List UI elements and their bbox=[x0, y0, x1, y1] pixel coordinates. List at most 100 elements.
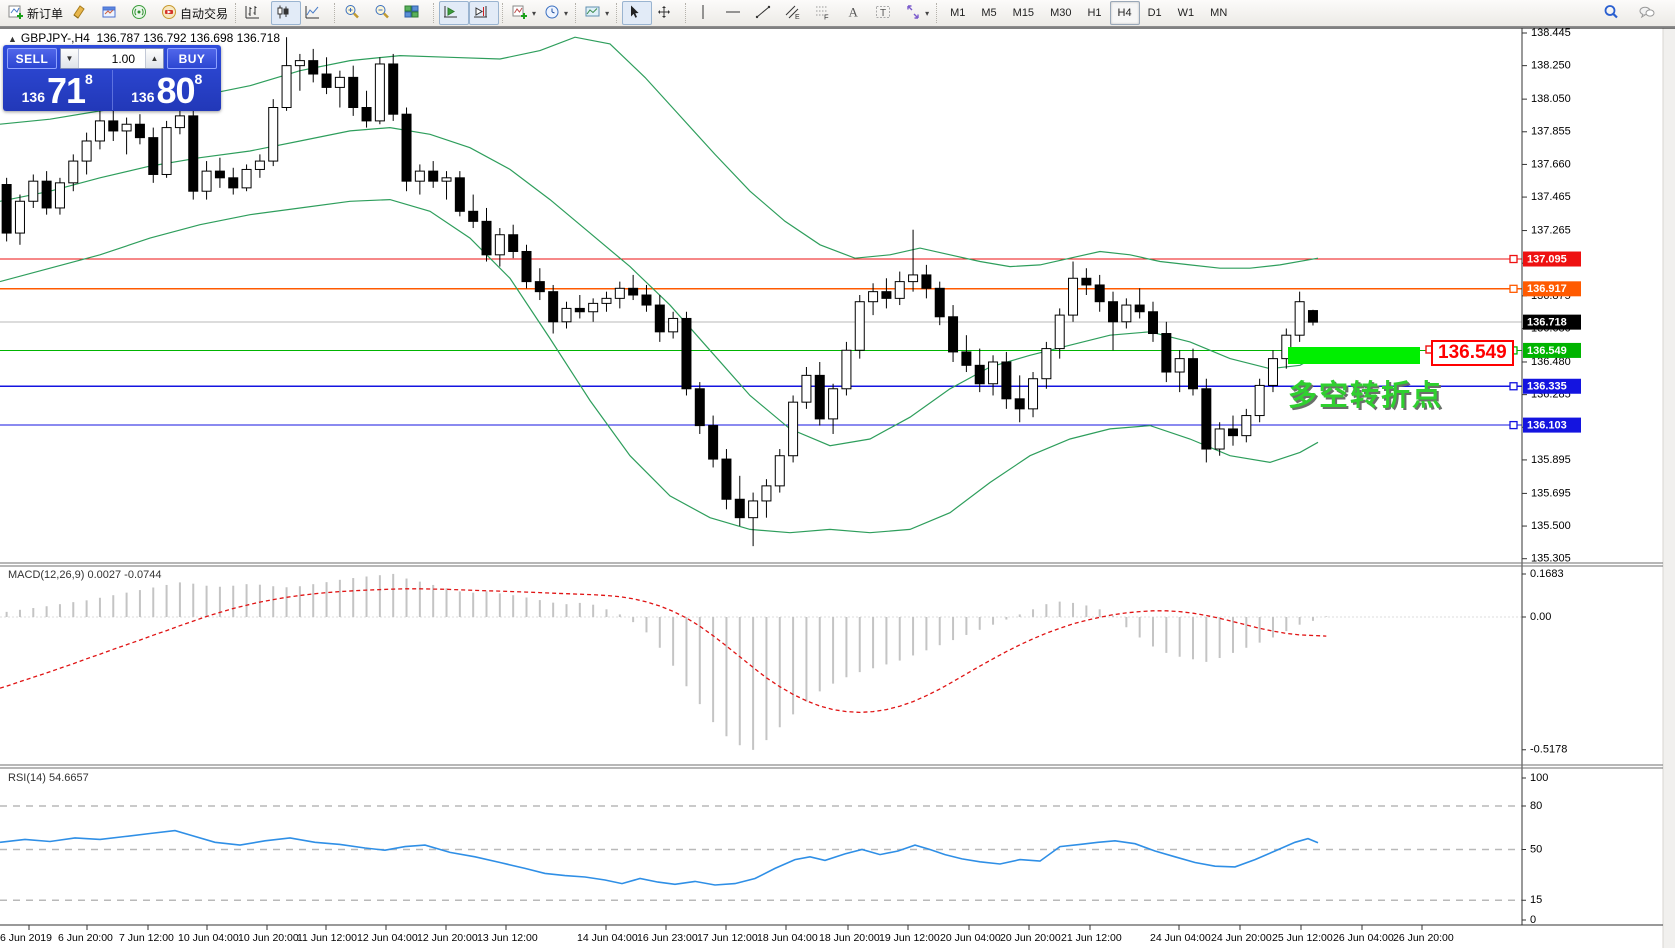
timeframe-h4-button[interactable]: H4 bbox=[1109, 1, 1140, 25]
candle-body-bear bbox=[921, 274, 932, 289]
sell-button[interactable]: SELL bbox=[7, 48, 57, 69]
chart-shift-button[interactable] bbox=[469, 1, 500, 25]
timeframe-m5-button[interactable]: M5 bbox=[981, 7, 997, 19]
price-tick-label: 137.465 bbox=[1531, 191, 1571, 203]
candle-body-bear bbox=[934, 287, 945, 318]
candle-body-bull bbox=[841, 349, 852, 390]
candle-body-bull bbox=[868, 291, 879, 303]
community-chat-button[interactable] bbox=[1635, 1, 1665, 25]
level-end-marker[interactable] bbox=[1509, 420, 1518, 430]
tile-windows-button[interactable] bbox=[400, 1, 430, 25]
time-axis-label: 11 Jun 12:00 bbox=[297, 932, 357, 944]
bar-chart-button[interactable] bbox=[241, 1, 271, 25]
timeframe-h1-button[interactable]: H1 bbox=[1087, 7, 1102, 19]
timeframe-m1-button[interactable]: M1 bbox=[950, 7, 966, 19]
crosshair-button[interactable] bbox=[652, 1, 682, 25]
toolbar-separator bbox=[575, 3, 579, 23]
line-chart-button[interactable] bbox=[301, 1, 331, 25]
templates-icon bbox=[585, 4, 601, 23]
price-callout-label[interactable]: 136.549 bbox=[1431, 340, 1514, 366]
indicators-button[interactable]: ▾ bbox=[508, 1, 540, 25]
timeframe-w1-button[interactable]: W1 bbox=[1177, 7, 1195, 19]
metaeditor-button[interactable] bbox=[67, 1, 97, 25]
signals-button[interactable] bbox=[127, 1, 157, 25]
candle-body-bear bbox=[1014, 398, 1025, 410]
candle-body-bull bbox=[774, 455, 785, 487]
candle-body-bull bbox=[281, 65, 292, 109]
level-end-marker[interactable] bbox=[1509, 284, 1518, 293]
buy-button[interactable]: BUY bbox=[167, 48, 217, 69]
candlestick-button[interactable] bbox=[271, 1, 302, 25]
hline-icon bbox=[725, 4, 741, 23]
candle-body-bull bbox=[28, 180, 39, 202]
horizontal-line-button[interactable] bbox=[721, 1, 751, 25]
volume-increase-icon[interactable]: ▲ bbox=[145, 49, 163, 68]
candle-body-bear bbox=[214, 170, 225, 179]
crosshair-icon bbox=[656, 4, 672, 23]
macd-signal-line bbox=[0, 588, 1327, 714]
bar-chart-icon bbox=[245, 4, 261, 23]
zoom-out-button[interactable] bbox=[370, 1, 400, 25]
rsi-line bbox=[0, 829, 1319, 886]
candlestick-icon bbox=[275, 4, 291, 23]
periods-button[interactable]: ▾ bbox=[540, 1, 572, 25]
level-end-marker[interactable] bbox=[1509, 382, 1518, 391]
buy-price-button[interactable]: 136 80 8 bbox=[113, 70, 222, 110]
sell-price-button[interactable]: 136 71 8 bbox=[3, 70, 113, 110]
timeframe-m15-button[interactable]: M15 bbox=[1012, 7, 1035, 19]
autotrading-button[interactable]: 自动交易 bbox=[157, 1, 232, 25]
candle-body-bear bbox=[654, 304, 665, 333]
text-label-button[interactable]: T bbox=[871, 1, 901, 25]
toolbar: 新订单 自动交易 ▾ ▾ ▾ E F A T ▾ M1 M5 M15 M30 H1 H4 D1 W1 MN bbox=[0, 0, 1675, 27]
bollinger-lower-band bbox=[0, 198, 1319, 534]
vertical-line-button[interactable] bbox=[691, 1, 721, 25]
candle-body-bear bbox=[681, 317, 692, 390]
equidistant-channel-button[interactable]: E bbox=[781, 1, 811, 25]
toolbar-separator bbox=[334, 3, 338, 23]
candle-body-bear bbox=[1201, 388, 1212, 450]
trendline-button[interactable] bbox=[751, 1, 781, 25]
candle-body-bear bbox=[41, 180, 52, 209]
search-symbols-button[interactable] bbox=[1599, 1, 1629, 25]
candle-body-bull bbox=[174, 115, 185, 129]
auto-scroll-button[interactable] bbox=[439, 1, 470, 25]
text-button[interactable]: A bbox=[841, 1, 871, 25]
arrows-button[interactable]: ▾ bbox=[901, 1, 933, 25]
candle-body-bull bbox=[908, 274, 919, 283]
volume-input[interactable] bbox=[79, 49, 145, 68]
timeframe-m30-button[interactable]: M30 bbox=[1050, 7, 1072, 19]
timeframe-mn-button[interactable]: MN bbox=[1210, 7, 1228, 19]
price-tag-136.549 bbox=[1523, 342, 1581, 358]
collapse-panel-icon[interactable]: ▲ bbox=[8, 34, 17, 44]
cursor-icon bbox=[626, 4, 642, 23]
chart-background bbox=[0, 28, 1675, 948]
candle-body-bull bbox=[1028, 378, 1039, 410]
zoom-in-button[interactable] bbox=[340, 1, 370, 25]
candle-body-bear bbox=[708, 425, 719, 460]
cursor-button[interactable] bbox=[622, 1, 653, 25]
rsi-axis-label: 80 bbox=[1530, 800, 1542, 812]
highlight-zone-rect[interactable] bbox=[1288, 347, 1420, 364]
level-end-marker[interactable] bbox=[1509, 254, 1518, 264]
candle-body-bear bbox=[348, 76, 359, 109]
dropdown-caret-icon: ▾ bbox=[532, 8, 537, 18]
volume-decrease-icon[interactable]: ▼ bbox=[61, 49, 79, 68]
fibonacci-button[interactable]: F bbox=[811, 1, 841, 25]
new-order-button[interactable]: 新订单 bbox=[4, 1, 67, 25]
candle-body-bear bbox=[628, 287, 639, 296]
svg-text:T: T bbox=[880, 8, 886, 19]
candle-body-bear bbox=[548, 291, 559, 323]
buy-price-big: 80 bbox=[156, 70, 196, 111]
text-icon: A bbox=[845, 4, 861, 23]
terminal-button[interactable] bbox=[97, 1, 127, 25]
candle-body-bull bbox=[1241, 415, 1252, 437]
candle-body-bear bbox=[428, 170, 439, 182]
templates-button[interactable]: ▾ bbox=[581, 1, 613, 25]
candle-body-bear bbox=[521, 250, 532, 283]
candle-body-bear bbox=[721, 458, 732, 500]
timeframe-d1-button[interactable]: D1 bbox=[1147, 7, 1162, 19]
candle-body-bull bbox=[1054, 314, 1065, 350]
candle-body-bull bbox=[1041, 348, 1052, 380]
annotation-text[interactable]: 多空转折点 bbox=[1288, 380, 1444, 412]
